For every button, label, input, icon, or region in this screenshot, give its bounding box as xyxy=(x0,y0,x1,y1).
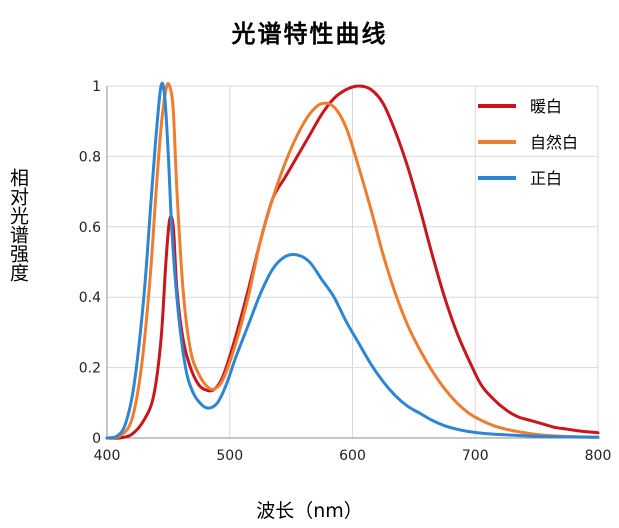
y-tick-label: 1 xyxy=(92,79,101,95)
x-tick-label: 700 xyxy=(462,448,489,464)
series-line-3 xyxy=(105,81,600,440)
tick-labels: 0 0.2 0.4 0.6 0.8 1 400 500 600 700 800 xyxy=(79,79,612,464)
x-tick-label: 800 xyxy=(585,448,612,464)
legend-label-3: 正白 xyxy=(530,169,562,188)
series-lines xyxy=(105,81,600,440)
axes xyxy=(106,86,598,439)
series-line-2 xyxy=(105,82,600,440)
legend-label-1: 暖白 xyxy=(530,97,562,116)
y-axis-label: 相对光谱强度 xyxy=(7,168,29,282)
y-tick-label: 0.4 xyxy=(79,290,101,306)
y-tick-label: 0 xyxy=(92,431,101,447)
y-tick-label: 0.2 xyxy=(79,361,101,377)
x-tick-label: 600 xyxy=(339,448,366,464)
x-tick-label: 400 xyxy=(94,448,121,464)
y-tick-label: 0.6 xyxy=(79,220,101,236)
legend-label-2: 自然白 xyxy=(530,133,578,152)
x-axis-label: 波长（nm） xyxy=(256,500,363,522)
chart-title: 光谱特性曲线 xyxy=(231,20,388,48)
y-tick-label: 0.8 xyxy=(79,149,101,165)
x-tick-label: 500 xyxy=(216,448,243,464)
